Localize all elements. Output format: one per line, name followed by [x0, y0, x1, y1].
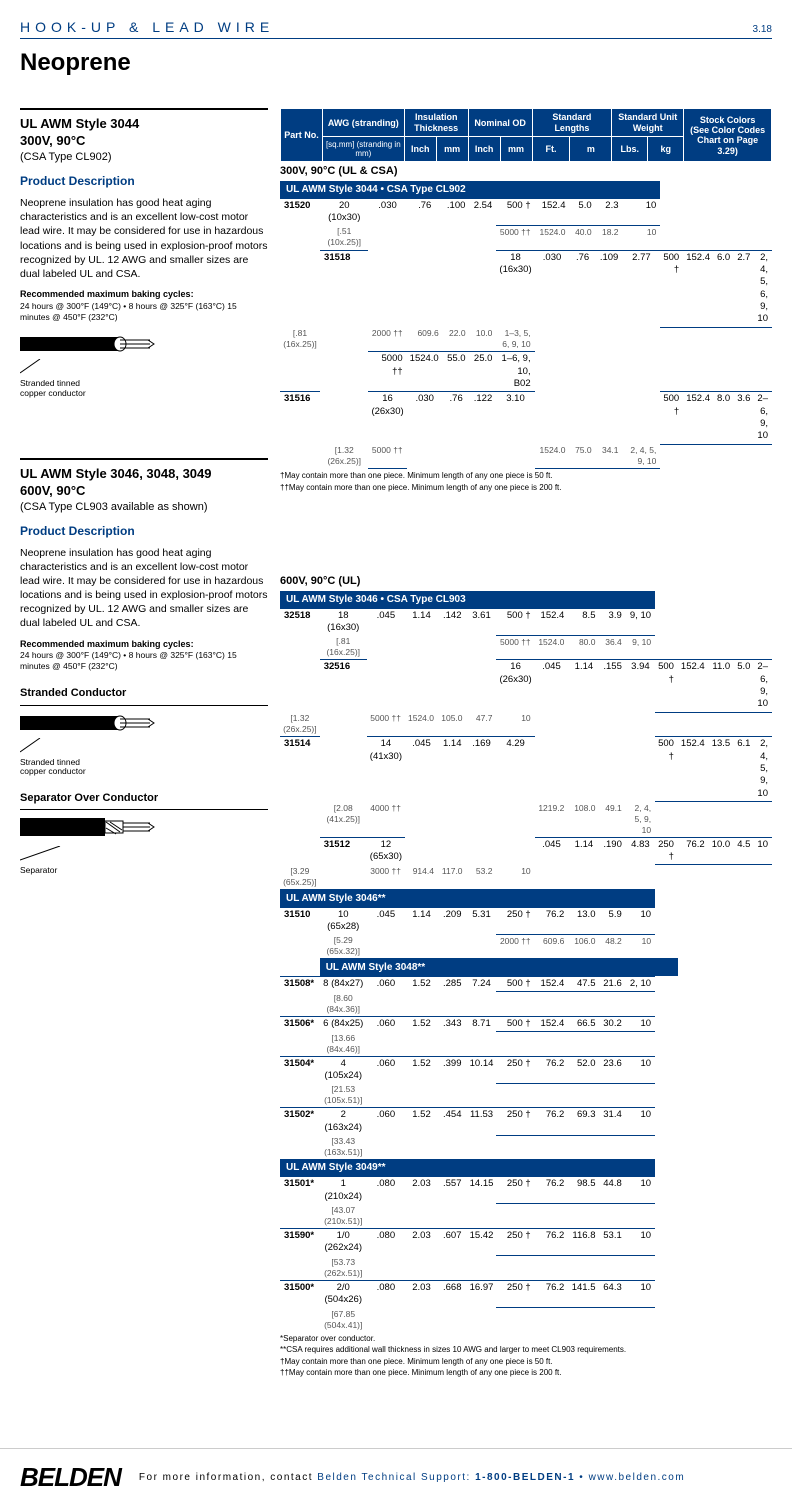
- fig1-label: Stranded tinned copper conductor: [20, 758, 268, 777]
- style-title-1: UL AWM Style 3044: [20, 116, 268, 133]
- t1-foot2: ††May contain more than one piece. Minim…: [280, 483, 772, 493]
- fig2-label: Separator: [20, 866, 268, 875]
- footer-text: For more information, contact Belden Tec…: [139, 1471, 685, 1484]
- part-no: 31500*: [280, 1280, 320, 1331]
- t2-foot3: †May contain more than one piece. Minimu…: [280, 1357, 772, 1367]
- part-no: 31502*: [280, 1108, 320, 1159]
- th-stdwt: Standard Unit Weight: [612, 109, 684, 137]
- pd-text-2: Neoprene insulation has good heat aging …: [20, 546, 268, 631]
- footer: BELDEN For more information, contact Bel…: [0, 1448, 792, 1507]
- part-no: 31520: [280, 198, 320, 327]
- part-no: 31504*: [280, 1056, 320, 1108]
- th-ins: Insulation Thickness: [404, 109, 468, 137]
- t2-foot1: *Separator over conductor.: [280, 1334, 772, 1344]
- style-title-2: UL AWM Style 3046, 3048, 3049: [20, 466, 268, 483]
- part-no: 31514: [280, 737, 320, 865]
- th-nom: Nominal OD: [468, 109, 532, 137]
- th-part: Part No.: [281, 109, 323, 162]
- part-no: 31510: [280, 907, 320, 976]
- style-sub1-2: 600V, 90°C: [20, 483, 268, 500]
- th-awg: AWG (stranding): [322, 109, 404, 137]
- pd-text-1: Neoprene insulation has good heat aging …: [20, 196, 268, 281]
- logo: BELDEN: [20, 1461, 121, 1495]
- fig2-h: Separator Over Conductor: [20, 791, 268, 805]
- style-sub2-1: (CSA Type CL902): [20, 150, 268, 164]
- cable-figure-1: Stranded tinned copper conductor: [20, 331, 268, 398]
- part-no: 31518: [320, 250, 368, 444]
- part-no: 31508*: [280, 976, 320, 1016]
- baking-h-1: Recommended maximum baking cycles:: [20, 289, 268, 301]
- part-no: 31506*: [280, 1016, 320, 1056]
- top-bar: HOOK-UP & LEAD WIRE 3.18: [20, 18, 772, 39]
- page-title: Neoprene: [20, 47, 772, 78]
- table-2: UL AWM Style 3046 • CSA Type CL903 32518…: [280, 591, 772, 1332]
- spec-table-1: Part No. AWG (stranding) Insulation Thic…: [280, 108, 772, 162]
- cable-icon-2: [20, 710, 160, 738]
- t2-foot2: **CSA requires additional wall thickness…: [280, 1345, 772, 1355]
- t1-title: 300V, 90°C (UL & CSA): [280, 164, 772, 178]
- fig-label-1: Stranded tinned copper conductor: [20, 379, 268, 398]
- part-no: 31590*: [280, 1229, 320, 1281]
- style-sub2-2: (CSA Type CL903 available as shown): [20, 500, 268, 514]
- style-sub1-1: 300V, 90°C: [20, 133, 268, 150]
- baking-t-2: 24 hours @ 300°F (149°C) • 8 hours @ 325…: [20, 650, 268, 672]
- th-stock: Stock Colors(See Color Codes Chart on Pa…: [684, 109, 772, 162]
- part-no: 32516: [320, 660, 367, 802]
- part-no: 31516: [280, 392, 320, 469]
- t2-foot4: ††May contain more than one piece. Minim…: [280, 1368, 772, 1378]
- fig1-h: Stranded Conductor: [20, 686, 268, 700]
- pd-head-1: Product Description: [20, 174, 268, 190]
- part-no: 31501*: [280, 1177, 320, 1229]
- page-number: 3.18: [753, 23, 772, 36]
- cable-icon: [20, 331, 160, 359]
- baking-h-2: Recommended maximum baking cycles:: [20, 639, 268, 651]
- t1-foot1: †May contain more than one piece. Minimu…: [280, 471, 772, 481]
- th-stdlen: Standard Lengths: [532, 109, 612, 137]
- baking-t-1: 24 hours @ 300°F (149°C) • 8 hours @ 325…: [20, 301, 268, 323]
- th-awg-sub: [sq.mm] (stranding in mm): [322, 137, 404, 162]
- category: HOOK-UP & LEAD WIRE: [20, 18, 274, 36]
- t2-title: 600V, 90°C (UL): [280, 574, 772, 588]
- pd-head-2: Product Description: [20, 524, 268, 540]
- table-1: UL AWM Style 3044 • CSA Type CL902 31520…: [280, 181, 772, 469]
- part-no: 32518: [280, 608, 320, 712]
- cable-sep-icon: [20, 814, 160, 846]
